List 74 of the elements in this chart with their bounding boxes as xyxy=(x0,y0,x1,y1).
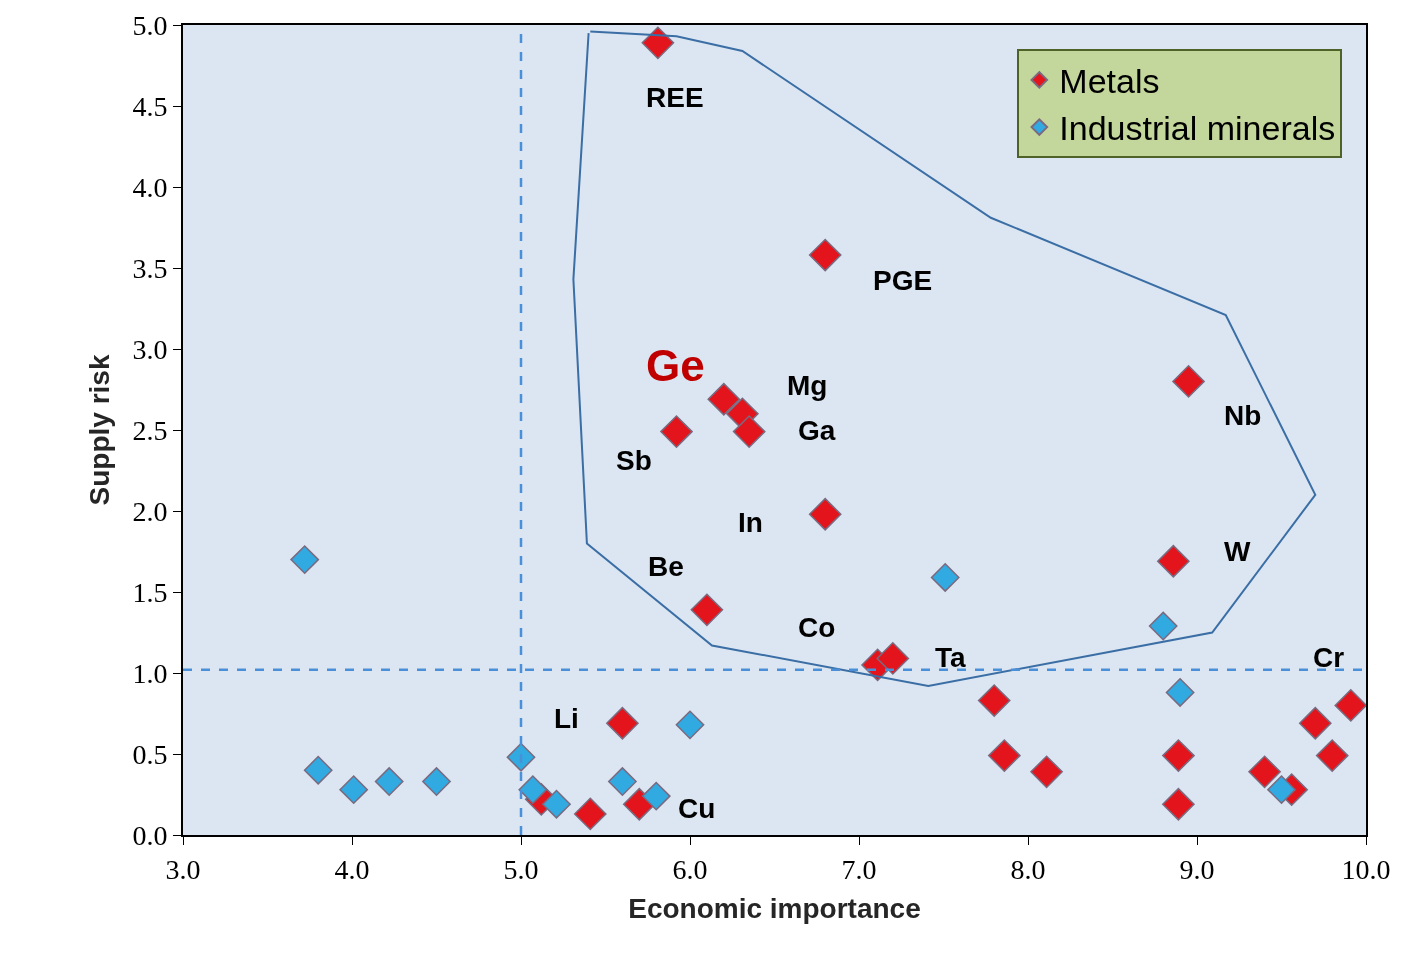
point xyxy=(290,545,320,574)
point xyxy=(1267,775,1296,805)
point xyxy=(1165,678,1195,707)
y-tick-label: 2.5 xyxy=(132,414,168,446)
y-tick-label: 1.0 xyxy=(132,657,168,689)
annotation: Cu xyxy=(678,793,716,824)
point xyxy=(1148,611,1178,641)
y-tick-label: 3.0 xyxy=(132,333,168,365)
annotation: Cr xyxy=(1313,642,1345,673)
point xyxy=(1162,739,1195,772)
x-tick-label: 3.0 xyxy=(165,853,201,885)
point xyxy=(690,593,724,627)
point xyxy=(606,706,639,740)
annotation: Sb xyxy=(616,445,652,476)
point xyxy=(518,775,548,805)
y-tick-label: 0.0 xyxy=(132,819,168,851)
point xyxy=(1248,755,1281,789)
annotation: W xyxy=(1224,536,1251,567)
annotation: PGE xyxy=(873,265,933,296)
point xyxy=(732,415,766,448)
point xyxy=(930,563,960,592)
x-axis-title: Economic importance xyxy=(628,893,921,925)
point xyxy=(808,497,842,531)
point xyxy=(641,26,675,60)
y-tick-label: 3.5 xyxy=(132,252,168,284)
legend-label: Metals xyxy=(1059,62,1160,101)
x-tick-label: 4.0 xyxy=(334,853,370,885)
point xyxy=(506,742,536,772)
x-tick-label: 6.0 xyxy=(672,853,708,885)
point xyxy=(876,642,910,675)
annotation: Ge xyxy=(646,341,705,390)
point xyxy=(374,767,404,796)
point xyxy=(1298,706,1332,740)
point xyxy=(977,684,1011,717)
point xyxy=(1030,755,1063,789)
point xyxy=(1162,787,1195,821)
y-tick-label: 2.0 xyxy=(132,495,168,527)
annotation: Co xyxy=(798,612,836,643)
annotation: In xyxy=(738,507,763,538)
annotation: Mg xyxy=(787,370,828,401)
point xyxy=(1172,365,1205,398)
annotation: Nb xyxy=(1224,400,1262,431)
y-tick-label: 5.0 xyxy=(132,9,168,41)
x-tick-label: 9.0 xyxy=(1179,853,1215,885)
point xyxy=(675,710,705,740)
point xyxy=(1334,689,1366,722)
annotation: Li xyxy=(554,703,579,734)
x-tick-label: 5.0 xyxy=(503,853,539,885)
point xyxy=(641,781,671,811)
point xyxy=(573,797,607,831)
point xyxy=(303,755,333,785)
y-tick-label: 1.5 xyxy=(132,576,168,608)
annotation: Ta xyxy=(935,642,967,673)
annotation: REE xyxy=(646,82,704,113)
point xyxy=(808,238,842,272)
point xyxy=(660,415,693,448)
point xyxy=(1315,739,1349,772)
point xyxy=(1156,544,1190,578)
y-tick-label: 4.0 xyxy=(132,171,168,203)
x-tick-label: 7.0 xyxy=(841,853,877,885)
point xyxy=(542,789,571,819)
x-tick-label: 10.0 xyxy=(1341,853,1391,885)
point xyxy=(339,775,369,805)
y-axis-title: Supply risk xyxy=(83,354,115,506)
point xyxy=(422,767,451,796)
legend-label: Industrial minerals xyxy=(1059,109,1336,148)
y-tick-label: 4.5 xyxy=(132,90,168,122)
point xyxy=(608,767,637,796)
point xyxy=(707,382,741,416)
y-tick-label: 0.5 xyxy=(132,738,168,770)
point xyxy=(987,739,1021,772)
x-tick-label: 8.0 xyxy=(1010,853,1046,885)
annotation: Be xyxy=(648,551,684,582)
annotation: Ga xyxy=(798,415,836,446)
